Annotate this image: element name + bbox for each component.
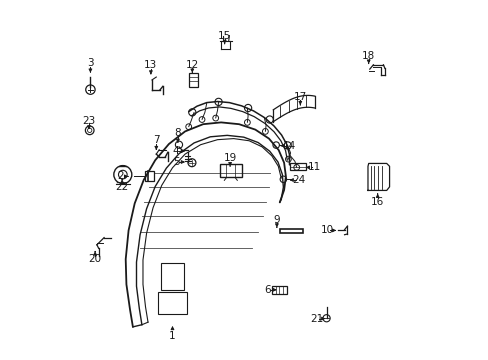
Text: 9: 9	[273, 215, 280, 225]
Text: 13: 13	[144, 60, 157, 70]
Text: 12: 12	[185, 60, 199, 70]
Text: 22: 22	[115, 182, 128, 192]
Bar	[279, 229, 303, 233]
Text: 3: 3	[87, 58, 94, 68]
Bar	[161, 263, 184, 290]
Text: 8: 8	[174, 128, 181, 138]
Text: 7: 7	[153, 135, 159, 145]
Text: 20: 20	[88, 254, 102, 264]
Text: 23: 23	[82, 116, 96, 126]
Bar	[272, 286, 286, 294]
Text: 14: 14	[282, 141, 296, 151]
Text: 15: 15	[218, 31, 231, 41]
Text: 16: 16	[370, 197, 384, 207]
Bar	[289, 163, 305, 170]
Text: 11: 11	[307, 162, 321, 172]
Text: 21: 21	[309, 314, 323, 324]
Text: 17: 17	[293, 92, 306, 102]
Text: 10: 10	[320, 225, 333, 235]
Text: 1: 1	[169, 330, 176, 341]
Circle shape	[190, 161, 193, 165]
Text: 18: 18	[361, 51, 375, 61]
Text: 24: 24	[291, 175, 305, 185]
Bar	[220, 164, 241, 177]
Bar	[144, 171, 154, 181]
Text: 4: 4	[172, 146, 179, 156]
Text: 2: 2	[117, 171, 123, 181]
Text: 19: 19	[223, 153, 236, 163]
Bar	[158, 292, 186, 314]
Text: 5: 5	[172, 157, 179, 167]
Bar	[188, 73, 198, 87]
Text: 6: 6	[264, 285, 271, 295]
